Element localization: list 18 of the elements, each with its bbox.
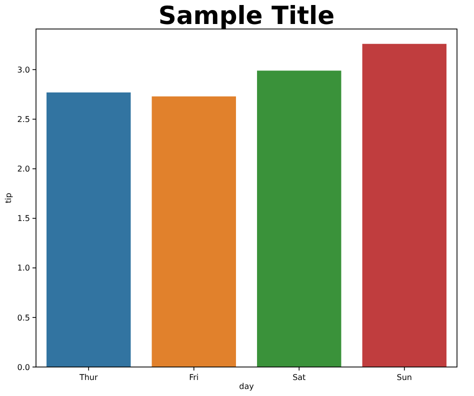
x-tick-label: Fri	[189, 373, 199, 382]
bar	[257, 70, 342, 367]
x-tick-label: Sat	[292, 373, 306, 382]
y-tick-label: 2.5	[17, 115, 30, 124]
y-axis-title: tip	[4, 192, 13, 204]
x-axis-title: day	[239, 382, 254, 391]
y-tick-label: 1.0	[17, 264, 30, 273]
y-tick-label: 3.0	[17, 65, 30, 74]
x-tick-label: Thur	[78, 373, 98, 382]
x-tick-label: Sun	[396, 373, 412, 382]
bar	[362, 44, 446, 367]
y-tick-label: 1.5	[17, 214, 30, 224]
y-tick-label: 0.5	[17, 313, 30, 322]
y-tick-label: 2.0	[17, 164, 30, 174]
chart-title: Sample Title	[158, 1, 335, 30]
y-tick-label: 0.0	[17, 362, 30, 372]
bar	[46, 92, 131, 367]
bar	[152, 96, 236, 367]
